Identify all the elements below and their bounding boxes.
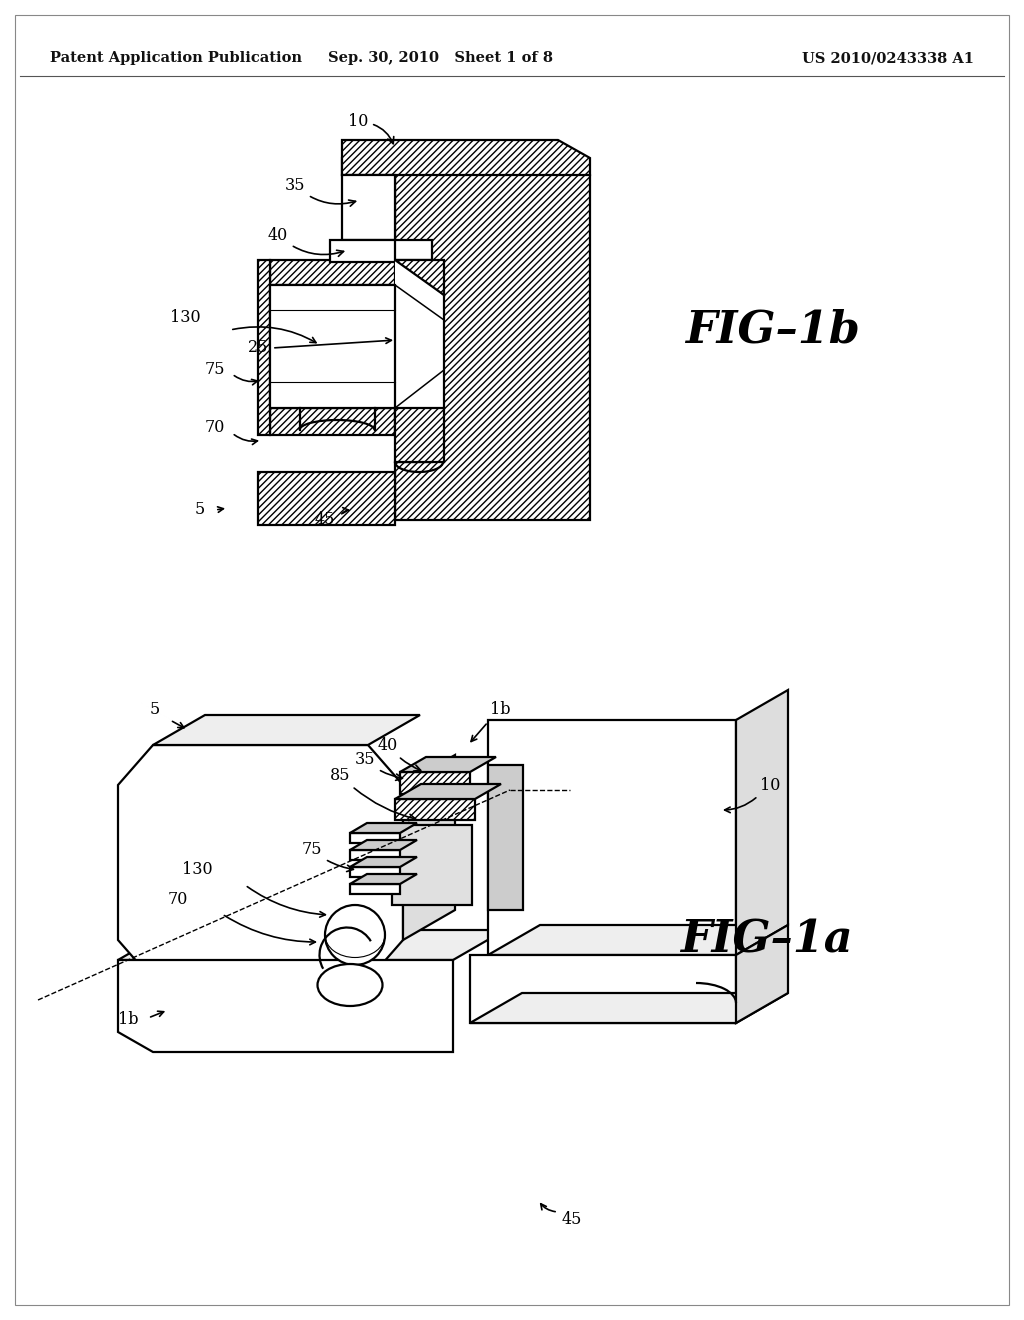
Polygon shape	[270, 285, 395, 408]
Polygon shape	[350, 884, 400, 894]
Polygon shape	[350, 850, 400, 861]
Text: 5: 5	[150, 701, 160, 718]
Text: US 2010/0243338 A1: US 2010/0243338 A1	[802, 51, 974, 65]
Text: 10: 10	[348, 114, 394, 144]
Text: 1b: 1b	[118, 1011, 138, 1028]
Text: Patent Application Publication: Patent Application Publication	[50, 51, 302, 65]
Polygon shape	[395, 408, 444, 462]
Polygon shape	[395, 260, 444, 294]
Polygon shape	[488, 719, 736, 954]
Text: 85: 85	[330, 767, 416, 821]
Polygon shape	[270, 260, 395, 285]
Polygon shape	[330, 240, 395, 261]
Text: 75: 75	[205, 362, 225, 379]
Polygon shape	[470, 954, 736, 1023]
Text: 10: 10	[760, 777, 780, 795]
Polygon shape	[400, 756, 496, 772]
Ellipse shape	[317, 964, 383, 1006]
Polygon shape	[470, 993, 788, 1023]
Polygon shape	[118, 931, 505, 960]
Polygon shape	[153, 715, 420, 744]
Polygon shape	[395, 784, 501, 799]
Text: 35: 35	[285, 177, 355, 206]
Text: 1b: 1b	[489, 701, 510, 718]
Text: 75: 75	[302, 842, 353, 871]
Polygon shape	[350, 833, 400, 843]
Polygon shape	[118, 744, 403, 979]
Text: 70: 70	[168, 891, 188, 908]
Text: FIG–1b: FIG–1b	[685, 309, 860, 351]
Polygon shape	[403, 755, 455, 940]
Polygon shape	[350, 867, 400, 876]
Polygon shape	[258, 260, 270, 436]
Text: Sep. 30, 2010   Sheet 1 of 8: Sep. 30, 2010 Sheet 1 of 8	[328, 51, 553, 65]
Polygon shape	[342, 176, 395, 240]
Text: 130: 130	[170, 309, 201, 326]
Polygon shape	[392, 825, 472, 906]
Polygon shape	[488, 925, 788, 954]
Polygon shape	[350, 822, 417, 833]
Polygon shape	[400, 772, 470, 795]
Text: 35: 35	[354, 751, 402, 780]
Polygon shape	[342, 158, 590, 520]
Polygon shape	[270, 408, 395, 436]
Polygon shape	[395, 799, 475, 820]
Text: 25: 25	[248, 339, 268, 356]
Polygon shape	[350, 857, 417, 867]
Polygon shape	[488, 766, 523, 909]
Polygon shape	[350, 874, 417, 884]
Polygon shape	[342, 140, 590, 176]
Text: 40: 40	[268, 227, 344, 256]
Text: 70: 70	[205, 420, 225, 437]
Text: FIG–1a: FIG–1a	[680, 919, 853, 961]
Text: 45: 45	[562, 1212, 583, 1229]
Polygon shape	[736, 690, 788, 954]
Text: 130: 130	[181, 862, 212, 879]
Text: 5: 5	[195, 502, 205, 519]
Polygon shape	[736, 925, 788, 1023]
Text: 40: 40	[378, 737, 421, 771]
Polygon shape	[118, 960, 453, 1052]
Polygon shape	[350, 840, 417, 850]
Text: 45: 45	[314, 511, 335, 528]
FancyBboxPatch shape	[395, 260, 432, 462]
Polygon shape	[258, 473, 395, 525]
Ellipse shape	[325, 906, 385, 965]
